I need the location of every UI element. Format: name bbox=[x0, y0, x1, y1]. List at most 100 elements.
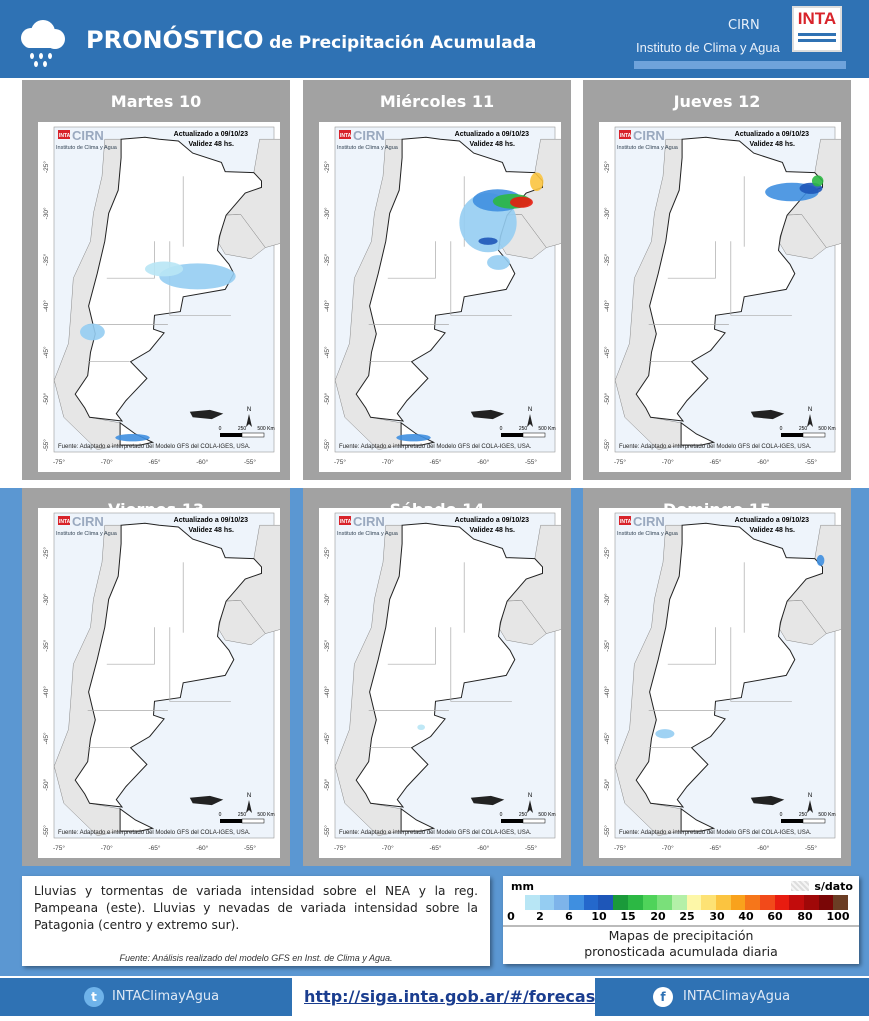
legend-tick: 60 bbox=[767, 910, 783, 923]
province-border bbox=[106, 241, 155, 279]
lon-tick-label: -60° bbox=[477, 458, 489, 466]
inta-mini-text: INTA bbox=[620, 133, 632, 139]
malvinas-islands bbox=[470, 795, 505, 806]
lon-tick-label: -65° bbox=[430, 458, 442, 466]
updated-text: Actualizado a 09/10/23 bbox=[735, 131, 809, 138]
map-source-text: Fuente: Adaptado e interpretado del Mode… bbox=[619, 444, 812, 450]
twitter-link[interactable]: t INTAClimayAgua bbox=[0, 978, 292, 1016]
facebook-link[interactable]: f INTAClimayAgua bbox=[595, 978, 869, 1016]
inta-mini-logo bbox=[58, 516, 70, 525]
north-label: N bbox=[247, 793, 251, 799]
cirn-logo-text: CIRN bbox=[72, 128, 104, 143]
inta-mini-text: INTA bbox=[340, 519, 352, 525]
institute-mini-text: Instituto de Clima y Agua bbox=[617, 531, 679, 537]
lon-tick-label: -65° bbox=[710, 844, 722, 852]
tierra-del-fuego bbox=[680, 807, 716, 832]
description-source: Fuente: Análisis realizado del modelo GF… bbox=[119, 953, 393, 963]
precipitation-map: INTA CIRN Instituto de Clima y Agua Actuali… bbox=[599, 508, 841, 858]
institute-mini-text: Instituto de Clima y Agua bbox=[617, 145, 679, 151]
validity-text: Validez 48 hs. bbox=[469, 141, 515, 148]
lon-tick-label: -55° bbox=[805, 458, 817, 466]
lat-tick-label: -50° bbox=[603, 392, 611, 404]
province-border bbox=[106, 627, 155, 665]
malvinas-islands bbox=[189, 409, 224, 420]
legend-no-data: s/dato bbox=[814, 880, 853, 893]
lat-tick-label: -45° bbox=[323, 346, 331, 358]
footer: t INTAClimayAgua http://siga.inta.gob.ar/… bbox=[0, 978, 869, 1021]
scale-label: 500 Km bbox=[538, 426, 555, 432]
lat-tick-label: -35° bbox=[42, 639, 50, 651]
map-source-text: Fuente: Adaptado e interpretado del Mode… bbox=[339, 444, 532, 450]
legend-caption-2: pronosticada acumulada diaria bbox=[584, 944, 778, 959]
rain-area bbox=[655, 729, 675, 739]
description-text: Lluvias y tormentas de variada intensida… bbox=[34, 884, 478, 932]
precipitation-legend: mm s/dato 0 2 6 10 15 20 25 30 40 60 80 100 Mapas d… bbox=[503, 876, 859, 964]
precipitation-map: INTA CIRN Instituto de Clima y Agua Actuali… bbox=[599, 122, 841, 472]
forecast-panel: Domingo 15 INTA CIRN Instituto de Clima y A… bbox=[583, 488, 851, 866]
scale-bar bbox=[522, 432, 546, 438]
tierra-del-fuego bbox=[680, 421, 716, 446]
inta-mini-text: INTA bbox=[59, 519, 71, 525]
lat-tick-label: -25° bbox=[603, 547, 611, 559]
lon-tick-label: -70° bbox=[662, 844, 674, 852]
inta-mini-text: INTA bbox=[340, 133, 352, 139]
color-swatch bbox=[818, 895, 834, 910]
rain-area bbox=[509, 196, 533, 208]
lon-tick-label: -55° bbox=[244, 458, 256, 466]
lat-tick-label: -35° bbox=[603, 253, 611, 265]
inta-mini-text: INTA bbox=[59, 133, 71, 139]
lat-tick-label: -50° bbox=[323, 778, 331, 790]
lat-tick-label: -40° bbox=[323, 300, 331, 312]
facebook-icon: f bbox=[653, 987, 673, 1007]
forecast-panel: Martes 10 INTA CIRN Instituto de Clima y Ag… bbox=[22, 80, 290, 480]
scale-label: 0 bbox=[219, 812, 222, 818]
legend-tick: 15 bbox=[620, 910, 636, 923]
lat-tick-label: -30° bbox=[603, 593, 611, 605]
lon-tick-label: -60° bbox=[196, 844, 208, 852]
lat-tick-label: -25° bbox=[42, 547, 50, 559]
lat-tick-label: -55° bbox=[603, 439, 611, 451]
rain-area bbox=[115, 433, 150, 442]
province-border bbox=[667, 627, 716, 665]
inta-mini-logo bbox=[339, 130, 351, 139]
lat-tick-label: -40° bbox=[42, 300, 50, 312]
province-border bbox=[387, 241, 436, 279]
forecast-panel: Jueves 12 INTA CIRN Instituto de Clima y Ag… bbox=[583, 80, 851, 480]
forecast-url-link[interactable]: http://siga.inta.gob.ar/#/forecast bbox=[304, 987, 603, 1006]
lon-tick-label: -55° bbox=[525, 844, 537, 852]
lat-tick-label: -55° bbox=[42, 825, 50, 837]
institute-mini-text: Instituto de Clima y Agua bbox=[337, 145, 399, 151]
legend-caption-1: Mapas de precipitación bbox=[608, 928, 754, 943]
scale-label: 500 Km bbox=[818, 426, 835, 432]
lon-tick-label: -75° bbox=[614, 844, 626, 852]
north-arrow-icon bbox=[527, 800, 533, 813]
lon-tick-label: -75° bbox=[53, 458, 65, 466]
page-title: PRONÓSTICO de Precipitación Acumulada bbox=[86, 26, 536, 54]
scale-bar bbox=[802, 432, 826, 438]
north-label: N bbox=[247, 407, 251, 413]
forecast-panel: Miércoles 11 INTA CIRN Instituto de Clima y… bbox=[303, 80, 571, 480]
lat-tick-label: -45° bbox=[42, 346, 50, 358]
province-border bbox=[387, 627, 436, 665]
lon-tick-label: -65° bbox=[430, 844, 442, 852]
panel-day-title: Miércoles 11 bbox=[379, 92, 495, 111]
color-swatch bbox=[745, 895, 760, 910]
title-main: PRONÓSTICO bbox=[86, 26, 264, 54]
lon-tick-label: -70° bbox=[382, 844, 394, 852]
institute-mini-text: Instituto de Clima y Agua bbox=[337, 531, 399, 537]
forecast-panel: Viernes 13 INTA CIRN Instituto de Clima y A… bbox=[22, 488, 290, 866]
updated-text: Actualizado a 09/10/23 bbox=[735, 517, 809, 524]
legend-divider bbox=[503, 925, 859, 927]
lat-tick-label: -55° bbox=[323, 439, 331, 451]
lon-tick-label: -75° bbox=[334, 458, 346, 466]
lon-tick-label: -60° bbox=[477, 844, 489, 852]
lat-tick-label: -30° bbox=[323, 207, 331, 219]
scale-label: 250 bbox=[238, 812, 247, 818]
lat-tick-label: -35° bbox=[323, 253, 331, 265]
scale-bar bbox=[220, 433, 242, 437]
cirn-logo-text: CIRN bbox=[72, 514, 104, 529]
lat-tick-label: -55° bbox=[603, 825, 611, 837]
color-swatch bbox=[774, 895, 790, 910]
scale-bar bbox=[241, 818, 265, 824]
legend-tick: 40 bbox=[738, 910, 754, 923]
